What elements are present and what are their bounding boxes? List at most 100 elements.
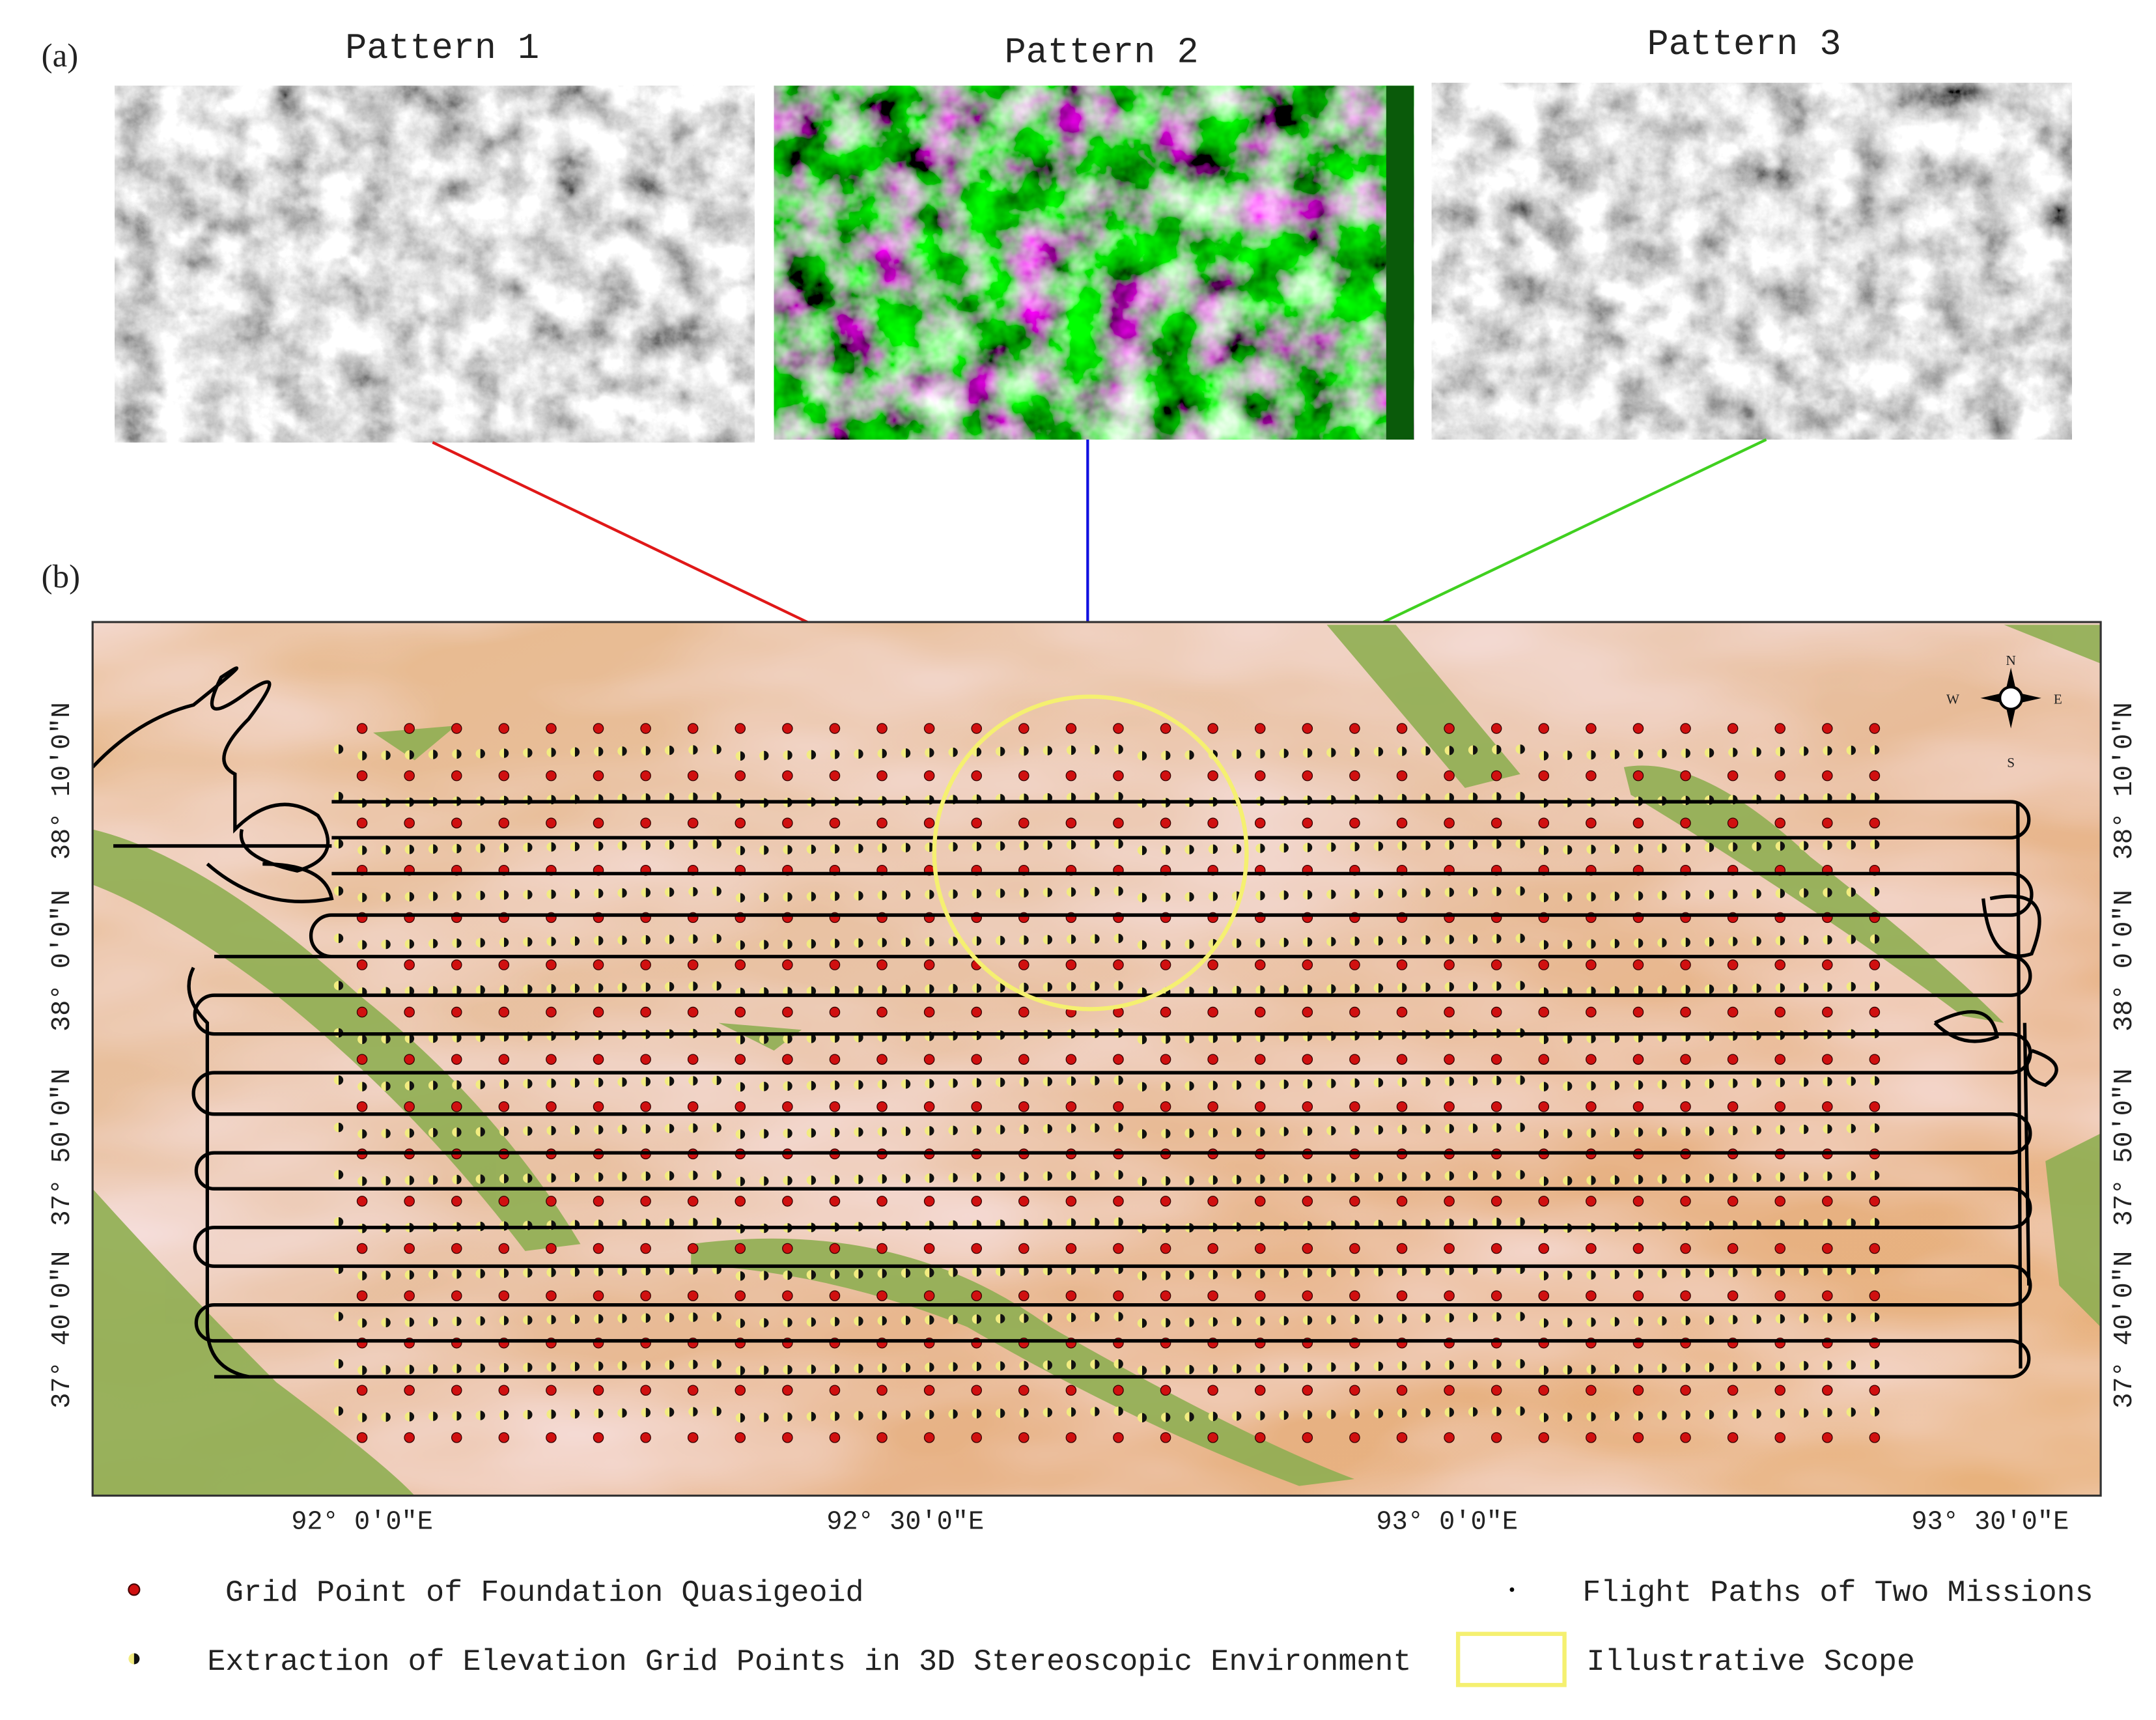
half-point-dark	[1095, 886, 1100, 897]
grid-point	[1822, 1432, 1833, 1443]
half-point-dark	[811, 750, 817, 760]
grid-point	[1160, 770, 1171, 782]
half-point-dark	[953, 1173, 958, 1183]
half-point-dark	[1851, 1218, 1856, 1228]
grid-point	[1822, 1290, 1833, 1301]
half-point-dark	[1614, 1411, 1620, 1421]
half-point-dark	[1685, 1268, 1690, 1278]
grid-point	[923, 1432, 935, 1443]
half-point-dark	[1095, 1359, 1100, 1370]
half-point-dark	[1331, 1173, 1336, 1183]
half-point-dark	[906, 843, 911, 853]
grid-point	[735, 770, 746, 782]
half-point-dark	[622, 746, 627, 756]
grid-point	[404, 1196, 415, 1207]
grid-point	[1774, 723, 1785, 734]
grid-point	[593, 1101, 604, 1112]
grid-point	[1680, 959, 1691, 970]
grid-point	[1254, 770, 1266, 782]
half-point-dark	[1638, 1411, 1644, 1421]
half-point-dark	[504, 1362, 509, 1373]
grid-point	[687, 723, 699, 734]
half-point-dark	[551, 1362, 556, 1372]
half-point-dark	[1024, 1077, 1029, 1087]
half-point-dark	[1685, 1410, 1690, 1420]
half-point-dark	[1237, 843, 1242, 854]
grid-point	[876, 1196, 888, 1207]
grid-point	[782, 817, 793, 829]
grid-point	[923, 723, 935, 734]
grid-point	[1254, 1290, 1266, 1301]
grid-point	[735, 1054, 746, 1065]
grid-point	[546, 1006, 557, 1018]
half-point-dark	[622, 1172, 627, 1181]
grid-point	[1349, 1101, 1360, 1112]
half-point-dark	[1000, 1172, 1005, 1182]
half-point-dark	[953, 1409, 958, 1419]
grid-point	[1444, 1101, 1455, 1112]
grid-point	[1396, 959, 1408, 970]
grid-point	[593, 959, 604, 970]
half-point-dark	[433, 891, 438, 901]
half-point-dark	[433, 1364, 438, 1374]
half-point-dark	[1166, 1034, 1171, 1044]
grid-point	[1774, 1054, 1785, 1065]
half-point-dark	[764, 1365, 769, 1375]
half-point-dark	[1024, 1408, 1029, 1418]
half-point-dark	[1780, 1314, 1785, 1324]
grid-point	[1207, 959, 1218, 970]
half-point-dark	[835, 1127, 840, 1138]
half-point-dark	[1449, 887, 1455, 897]
grid-point	[593, 817, 604, 829]
half-point-dark	[1804, 1124, 1809, 1135]
half-point-dark	[1308, 1315, 1313, 1325]
grid-point	[1302, 1054, 1313, 1065]
half-point-dark	[1851, 1312, 1856, 1323]
half-point-dark	[480, 1127, 485, 1137]
half-point-dark	[1685, 1362, 1690, 1373]
grid-point	[1349, 1054, 1360, 1065]
grid-point	[1774, 817, 1785, 829]
half-point-dark	[409, 1080, 415, 1091]
half-point-dark	[622, 1266, 627, 1276]
half-point-dark	[362, 1034, 367, 1045]
half-point-dark	[1260, 1411, 1265, 1420]
grid-point	[451, 817, 462, 829]
half-point-dark	[527, 1409, 533, 1420]
half-point-dark	[1449, 840, 1455, 850]
half-point-dark	[1662, 748, 1667, 759]
half-point-dark	[1189, 1412, 1194, 1422]
half-point-dark	[1780, 1361, 1785, 1371]
grid-point	[1444, 1432, 1455, 1443]
half-point-dark	[504, 748, 509, 758]
half-point-dark	[1851, 745, 1856, 755]
half-point-dark	[1331, 984, 1336, 994]
half-point-dark	[1166, 1081, 1171, 1092]
half-point-dark	[976, 1267, 982, 1277]
half-point-dark	[1520, 1406, 1525, 1416]
half-point-dark	[551, 983, 556, 994]
grid-point	[1538, 1196, 1550, 1207]
half-point-dark	[882, 1363, 887, 1373]
half-point-dark	[1283, 1410, 1289, 1420]
half-point-dark	[1071, 1407, 1076, 1417]
grid-point	[1444, 723, 1455, 734]
grid-point	[1774, 770, 1785, 782]
half-point-dark	[976, 888, 982, 899]
half-point-dark	[1354, 1267, 1360, 1277]
half-point-dark	[740, 1035, 746, 1045]
half-point-dark	[1260, 938, 1265, 948]
lat-label: 37° 50′0″N	[48, 1069, 77, 1226]
half-point-dark	[716, 1406, 721, 1417]
grid-point	[1444, 1290, 1455, 1301]
grid-point	[1491, 770, 1502, 782]
half-point-dark	[740, 893, 746, 903]
grid-point	[404, 1385, 415, 1396]
half-point-dark	[1520, 1217, 1525, 1227]
axis-labels: 92° 0′0″E 92° 30′0″E 93° 0′0″E 93° 30′0″E 38…	[48, 702, 2140, 1537]
grid-point	[1632, 959, 1644, 970]
half-point-dark	[1827, 1124, 1832, 1134]
half-point-dark	[1354, 1078, 1360, 1088]
grid-point	[640, 770, 651, 782]
half-point-dark	[645, 1077, 651, 1087]
